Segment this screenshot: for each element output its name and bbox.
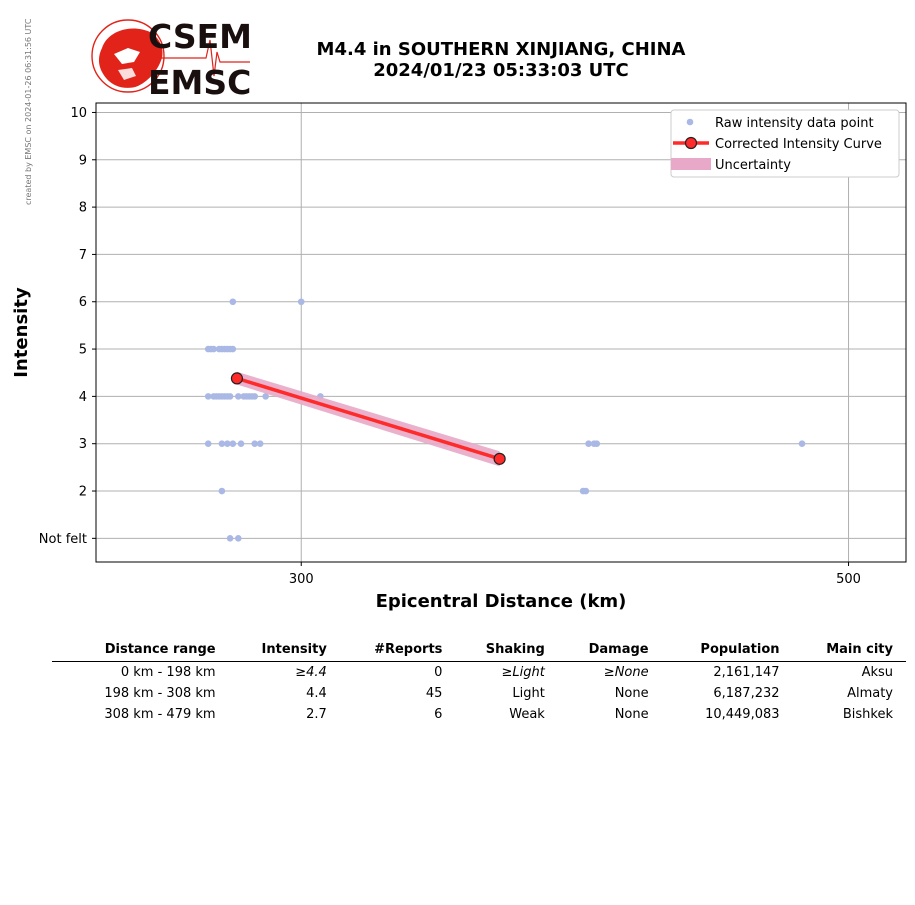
y-tick-label: 4	[79, 390, 87, 405]
table-cell-range: 308 km - 479 km	[104, 707, 216, 722]
table-cell-reports: 0	[434, 665, 443, 680]
emsc-logo: CSEM EMSC	[91, 18, 252, 98]
globe-icon	[91, 19, 165, 93]
table-cell-city: Almaty	[847, 686, 893, 701]
table-cell-city: Aksu	[861, 665, 893, 680]
raw-data-point	[256, 440, 264, 448]
raw-data-point	[226, 393, 234, 400]
table-header-cell: Population	[661, 640, 793, 662]
logo-text-top: CSEM	[148, 18, 252, 56]
raw-data-point	[593, 440, 601, 448]
raw-data-point	[585, 440, 592, 448]
y-tick-label: 6	[79, 295, 87, 310]
y-tick-label: Not felt	[39, 532, 87, 547]
table-row: 198 km - 308 km 4.4 45 Light None 6,187,232 Al…	[52, 683, 906, 704]
x-tick-label: 500	[836, 572, 861, 587]
y-tick-label: 10	[70, 106, 87, 121]
raw-data-point	[204, 393, 212, 400]
table-cell-shaking: Light	[512, 686, 545, 701]
raw-data-point	[218, 487, 226, 495]
legend-raw-marker	[686, 118, 694, 126]
raw-data-point	[237, 440, 245, 448]
intensity-table: Distance range Intensity #Reports Shaking Da…	[52, 640, 906, 725]
plot-frame	[95, 102, 907, 563]
legend-uncertainty-label: Uncertainty	[715, 158, 791, 173]
raw-data-point	[251, 440, 259, 448]
title-line-time: 2024/01/23 05:33:03 UTC	[373, 60, 629, 81]
table-cell-damage: None	[614, 707, 649, 722]
legend-box	[670, 109, 900, 178]
table-header-cell: Shaking	[455, 640, 558, 662]
table-cell-damage: None	[614, 686, 649, 701]
raw-data-point	[582, 487, 590, 495]
corrected-intensity-curve	[236, 376, 501, 461]
curve-endpoint-marker	[230, 372, 244, 385]
table-header-cell: #Reports	[339, 640, 456, 662]
raw-data-point	[297, 298, 305, 306]
raw-data-point	[224, 440, 231, 448]
raw-data-point	[229, 298, 237, 306]
table-row: 0 km - 198 km ≥4.4 0 ≥Light ≥None 2,161,147 Ak…	[52, 662, 906, 684]
raw-data-point	[798, 440, 806, 448]
y-tick-label: 9	[79, 153, 87, 168]
table-cell-range: 0 km - 198 km	[120, 665, 216, 680]
table-cell-reports: 45	[425, 686, 443, 701]
page-title: M4.4 in SOUTHERN XINJIANG, CHINA 2024/01…	[300, 39, 702, 81]
table-cell-intensity: 2.7	[306, 707, 327, 722]
table-cell-population: 6,187,232	[713, 686, 780, 701]
table-header-cell: Damage	[557, 640, 662, 662]
raw-data-point	[218, 440, 226, 448]
legend-curve-label: Corrected Intensity Curve	[715, 137, 882, 152]
table-header-cell: Intensity	[228, 640, 340, 662]
table-cell-damage: ≥None	[603, 665, 649, 680]
table-row: 308 km - 479 km 2.7 6 Weak None 10,449,083 Bis…	[52, 704, 906, 725]
raw-data-point	[210, 345, 217, 353]
x-axis-label: Epicentral Distance (km)	[376, 591, 627, 612]
raw-data-point	[251, 393, 259, 400]
title-line-event: M4.4 in SOUTHERN XINJIANG, CHINA	[316, 39, 686, 60]
raw-data-point	[262, 393, 269, 400]
table-cell-population: 2,161,147	[713, 665, 780, 680]
table-cell-city: Bishkek	[842, 707, 893, 722]
y-axis-label: Intensity	[11, 287, 32, 378]
table-cell-intensity: 4.4	[306, 686, 327, 701]
legend-curve-marker	[684, 136, 698, 150]
legend-uncertainty-swatch	[671, 158, 711, 170]
raw-data-point	[229, 345, 237, 353]
table-header-row: Distance range Intensity #Reports Shaking Da…	[52, 640, 906, 662]
table-cell-shaking: ≥Light	[501, 665, 545, 680]
table-cell-intensity: ≥4.4	[295, 665, 327, 680]
curve-endpoint-marker	[493, 452, 506, 465]
legend-raw-label: Raw intensity data point	[715, 116, 874, 131]
table-header-cell: Distance range	[52, 640, 229, 662]
y-tick-label: 3	[79, 437, 87, 452]
y-tick-label: 7	[79, 248, 87, 263]
seismogram-icon	[158, 39, 250, 77]
logo-text-bottom: EMSC	[148, 63, 251, 98]
table-cell-range: 198 km - 308 km	[104, 686, 216, 701]
table-cell-reports: 6	[434, 707, 443, 722]
table-cell-population: 10,449,083	[705, 707, 780, 722]
x-tick-label: 300	[289, 572, 314, 587]
table-header-cell: Main city	[792, 640, 906, 662]
raw-data-point	[226, 535, 234, 542]
y-tick-label: 2	[79, 485, 87, 500]
intensity-chart: Not felt 2 3 4 5 6 7 8 9 10 300 500 Epicentral Dista…	[11, 102, 907, 612]
raw-data-point	[204, 440, 212, 448]
raw-data-point	[234, 393, 242, 400]
raw-data-point	[234, 535, 242, 542]
y-tick-label: 5	[79, 343, 87, 358]
raw-data-point	[229, 440, 237, 448]
table-cell-shaking: Weak	[509, 707, 545, 722]
y-tick-label: 8	[79, 201, 87, 216]
